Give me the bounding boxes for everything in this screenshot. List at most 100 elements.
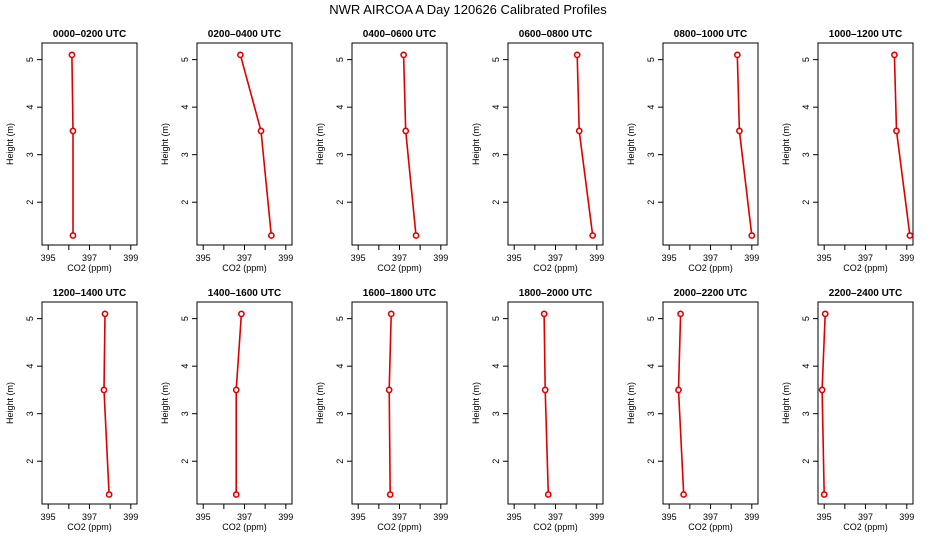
x-tick-label: 395 — [507, 253, 522, 263]
x-axis-label: CO2 (ppm) — [377, 522, 422, 532]
data-point — [541, 386, 549, 394]
y-tick-label: 4 — [180, 105, 190, 110]
panel-11: 2000–2200 UTC 395 397 399 2 3 4 5 CO2 (ppm) Heigh… — [626, 288, 759, 532]
y-axis-label: Height (m) — [781, 123, 791, 165]
data-point — [736, 127, 743, 135]
y-axis-label: Height (m) — [160, 382, 170, 424]
panel-title: 0600–0800 UTC — [519, 29, 592, 40]
profile-line — [821, 313, 826, 495]
x-tick-label: 397 — [548, 253, 563, 263]
x-tick-label: 395 — [196, 253, 211, 263]
x-tick-label: 397 — [548, 512, 563, 522]
data-point — [386, 491, 394, 498]
profile-line — [103, 313, 110, 495]
y-tick-label: 2 — [180, 200, 190, 205]
plot-frame — [662, 42, 759, 246]
panel-title: 1000–1200 UTC — [829, 29, 902, 40]
x-tick-label: 397 — [703, 512, 718, 522]
x-axis-label: CO2 (ppm) — [688, 263, 733, 273]
y-tick-label: 3 — [180, 152, 190, 157]
y-tick-label: 3 — [646, 152, 656, 157]
y-tick-label: 4 — [25, 364, 35, 369]
plot-frame — [817, 301, 914, 505]
y-tick-label: 2 — [25, 459, 35, 464]
data-point — [68, 51, 76, 59]
x-tick-label: 397 — [82, 253, 97, 263]
y-tick-label: 2 — [180, 459, 190, 464]
data-point — [385, 386, 393, 394]
data-point — [589, 232, 597, 239]
data-point — [402, 127, 410, 135]
x-axis-label: CO2 (ppm) — [533, 522, 578, 532]
y-tick-label: 3 — [491, 152, 501, 157]
x-tick-label: 399 — [899, 512, 914, 522]
x-tick-label: 397 — [858, 253, 873, 263]
y-tick-label: 5 — [646, 316, 656, 321]
y-tick-label: 4 — [491, 105, 501, 110]
data-point — [100, 386, 108, 394]
data-point — [893, 127, 900, 135]
x-tick-label: 399 — [278, 512, 293, 522]
data-point — [820, 491, 828, 498]
x-axis-label: CO2 (ppm) — [533, 263, 578, 273]
x-tick-label: 395 — [507, 512, 522, 522]
y-tick-label: 3 — [801, 411, 811, 416]
panel-title: 1800–2000 UTC — [519, 288, 592, 299]
x-axis-label: CO2 (ppm) — [843, 263, 888, 273]
data-point — [818, 386, 826, 394]
profile-line — [736, 54, 753, 236]
plot-frame — [662, 301, 759, 505]
y-tick-label: 5 — [646, 57, 656, 62]
panel-title: 0200–0400 UTC — [208, 29, 281, 40]
x-tick-label: 395 — [351, 512, 366, 522]
panel-9: 1600–1800 UTC 395 397 399 2 3 4 5 CO2 (ppm) Heigh… — [315, 288, 448, 532]
panel-12: 2200–2400 UTC 395 397 399 2 3 4 5 CO2 (ppm) Heigh… — [781, 288, 914, 532]
data-point — [238, 310, 245, 318]
x-axis-label: CO2 (ppm) — [67, 263, 112, 273]
x-axis-label: CO2 (ppm) — [222, 263, 267, 273]
profile-line — [576, 54, 594, 236]
data-point — [544, 491, 552, 498]
y-tick-label: 5 — [491, 316, 501, 321]
data-point — [675, 386, 682, 394]
x-tick-label: 397 — [237, 512, 252, 522]
y-tick-label: 4 — [646, 105, 656, 110]
y-axis-label: Height (m) — [471, 382, 481, 424]
panel-10: 1800–2000 UTC 395 397 399 2 3 4 5 CO2 (ppm) Heigh… — [471, 288, 604, 532]
panel-title: 0400–0600 UTC — [363, 29, 436, 40]
data-point — [680, 491, 688, 498]
y-tick-label: 3 — [25, 152, 35, 157]
y-tick-label: 5 — [491, 57, 501, 62]
y-tick-label: 4 — [180, 364, 190, 369]
y-tick-label: 5 — [801, 316, 811, 321]
panel-title: 1400–1600 UTC — [208, 288, 281, 299]
data-point — [540, 310, 548, 318]
data-point — [101, 310, 109, 318]
y-tick-label: 3 — [335, 411, 345, 416]
y-axis-label: Height (m) — [315, 382, 325, 424]
x-tick-label: 395 — [41, 253, 56, 263]
x-tick-label: 397 — [392, 253, 407, 263]
x-tick-label: 395 — [817, 253, 832, 263]
plot-frame — [507, 301, 604, 505]
profile-line — [388, 313, 392, 495]
panel-title: 0800–1000 UTC — [674, 29, 747, 40]
data-point — [267, 232, 275, 239]
x-tick-label: 399 — [433, 512, 448, 522]
profile-line — [71, 54, 74, 236]
plot-frame — [507, 42, 604, 246]
y-tick-label: 3 — [801, 152, 811, 157]
plot-frame — [41, 301, 138, 505]
y-tick-label: 3 — [180, 411, 190, 416]
panel-title: 2200–2400 UTC — [829, 288, 902, 299]
data-point — [748, 232, 756, 239]
x-axis-label: CO2 (ppm) — [688, 522, 733, 532]
panel-7: 1200–1400 UTC 395 397 399 2 3 4 5 CO2 (ppm) Heigh… — [5, 288, 138, 532]
plot-frame — [351, 301, 448, 505]
data-point — [232, 491, 240, 498]
y-tick-label: 3 — [25, 411, 35, 416]
x-tick-label: 399 — [278, 253, 293, 263]
y-tick-label: 3 — [646, 411, 656, 416]
x-tick-label: 399 — [433, 253, 448, 263]
panel-5: 0800–1000 UTC 395 397 399 2 3 4 5 CO2 (ppm) Heigh… — [626, 29, 759, 273]
